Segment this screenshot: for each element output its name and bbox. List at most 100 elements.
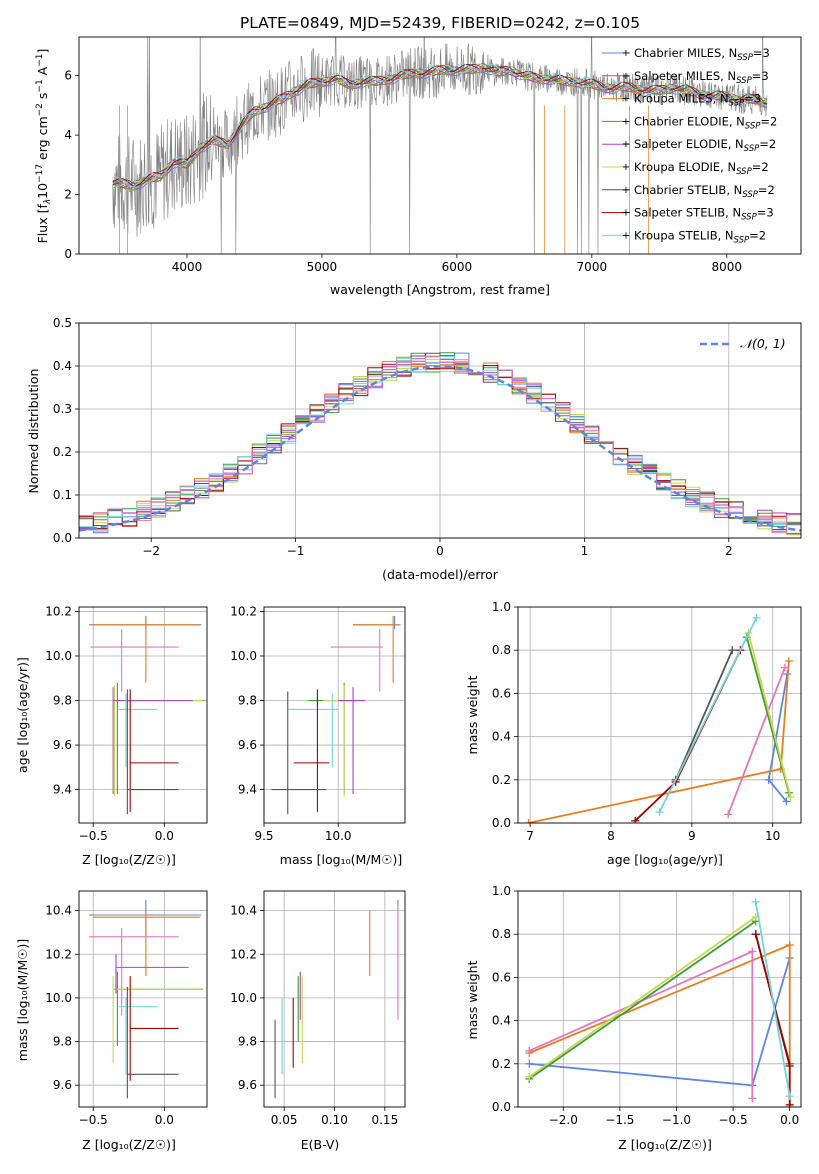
y-tick-label: 0.2 xyxy=(492,1057,511,1071)
spectrum-panel: 4000 5000 6000 7000 8000 0 2 4 6 + Chabrier MILES,… xyxy=(64,36,802,274)
axes-frame xyxy=(263,606,406,824)
histogram-series xyxy=(79,355,801,534)
error-bar-point xyxy=(88,615,202,630)
x-tick-label: 0.10 xyxy=(321,1113,348,1127)
weight-series-line xyxy=(727,667,786,815)
axes-frame xyxy=(78,890,208,1108)
weight-vs-age-xlabel: age [log₁₀(age/yr)] xyxy=(607,852,723,867)
error-bar-point xyxy=(330,629,383,692)
weight-series-line xyxy=(754,901,791,1097)
weight-point-marker xyxy=(748,1094,757,1103)
y-tick-label: 9.8 xyxy=(53,1035,72,1049)
weight-point-marker xyxy=(728,646,737,655)
y-tick-label: 0.6 xyxy=(492,970,511,984)
legend-label: Kroupa STELIB, NSSP=2 xyxy=(634,228,766,245)
residuals-ylabel: Normed distribution xyxy=(26,369,41,494)
legend-marker: + xyxy=(622,208,630,219)
plot-area xyxy=(274,899,399,1099)
model-spectrum-line xyxy=(112,64,768,190)
weight-series-line xyxy=(634,649,742,822)
y-tick-label: 0.4 xyxy=(492,730,511,744)
weight-vs-z-ylabel: mass weight xyxy=(465,960,480,1039)
residuals-legend-label: 𝒩(0, 1) xyxy=(740,336,786,351)
weight-point-marker xyxy=(751,897,760,906)
legend-marker: + xyxy=(622,94,630,105)
axes-frame xyxy=(517,606,802,824)
legend-marker: + xyxy=(622,116,630,127)
weight-point-marker xyxy=(785,941,794,949)
y-tick-label: 9.8 xyxy=(53,694,72,708)
y-tick-label: 9.4 xyxy=(238,783,257,797)
age-vs-z-ylabel: age [log₁₀(age/yr)] xyxy=(15,657,30,773)
error-bar-point xyxy=(126,987,179,1099)
x-tick-label: 0.0 xyxy=(780,1113,799,1127)
model-spectrum-line xyxy=(112,63,768,187)
error-bar-point xyxy=(88,928,179,1016)
plot-area xyxy=(524,613,795,823)
spectrum-legend: + Chabrier MILES, NSSP=3 + Salpeter MILES, … xyxy=(602,46,777,245)
legend-label: Kroupa MILES, NSSP=3 xyxy=(634,92,761,109)
weight-point-marker xyxy=(524,819,533,823)
y-tick-label: 0.4 xyxy=(53,359,72,373)
y-tick-label: 0.1 xyxy=(53,488,72,502)
y-tick-label: 10.0 xyxy=(45,649,72,663)
x-tick-label: −1.5 xyxy=(605,1113,634,1127)
x-tick-label: 0.15 xyxy=(371,1113,398,1127)
x-tick-label: 0 xyxy=(436,544,444,558)
weight-point-marker xyxy=(525,1059,534,1068)
weight-point-marker xyxy=(785,1092,794,1101)
y-tick-label: 9.8 xyxy=(238,1035,257,1049)
x-tick-label: 9.5 xyxy=(254,829,273,843)
x-tick-label: 8 xyxy=(607,829,615,843)
weight-series-line xyxy=(658,617,758,813)
y-tick-label: 4 xyxy=(64,128,72,142)
x-tick-label: 8000 xyxy=(712,260,743,274)
weight-series-line xyxy=(747,632,792,798)
y-tick-label: 0.4 xyxy=(492,1014,511,1028)
x-tick-label: 10 xyxy=(765,829,780,843)
error-bar-point xyxy=(287,693,339,768)
plot-area xyxy=(112,37,768,254)
y-tick-label: 9.6 xyxy=(238,738,257,752)
x-tick-label: 0.0 xyxy=(155,1113,174,1127)
error-bar-point xyxy=(93,910,200,977)
histogram-series xyxy=(79,362,801,529)
normal-curve xyxy=(79,365,801,532)
weight-point-marker xyxy=(780,663,789,672)
error-bar-point xyxy=(118,997,158,1075)
y-tick-label: 0.2 xyxy=(53,445,72,459)
y-tick-label: 0 xyxy=(64,247,72,261)
y-tick-label: 0.0 xyxy=(492,1100,511,1114)
model-spectrum-line xyxy=(112,62,768,189)
legend-marker: + xyxy=(622,230,630,241)
x-tick-label: −2.0 xyxy=(549,1113,578,1127)
age-vs-metallicity-panel: −0.5 0.0 9.4 9.6 9.8 10.0 10.2 xyxy=(45,604,208,843)
plot-area xyxy=(88,899,203,1099)
error-bar-point xyxy=(323,684,358,797)
legend-marker: + xyxy=(622,139,630,150)
axes-frame xyxy=(78,322,802,539)
error-bar-point xyxy=(118,693,158,768)
y-tick-label: 0.2 xyxy=(492,773,511,787)
legend-marker: + xyxy=(622,71,630,82)
error-bar-point xyxy=(114,682,205,795)
x-tick-label: 4000 xyxy=(172,260,203,274)
plot-area xyxy=(525,897,794,1107)
y-tick-label: 10.2 xyxy=(45,947,72,961)
x-tick-label: 0.0 xyxy=(155,829,174,843)
y-tick-label: 9.6 xyxy=(53,738,72,752)
weight-vs-metallicity-panel: −2.0 −1.5 −1.0 −0.5 0.0 0.0 0.2 0.4 0.6 0.8 1.0 xyxy=(492,884,802,1127)
x-tick-label: 6000 xyxy=(442,260,473,274)
axes-frame xyxy=(263,890,406,1108)
figure-title: PLATE=0849, MJD=52439, FIBERID=0242, z=0… xyxy=(240,14,640,32)
legend-marker: + xyxy=(622,162,630,173)
weight-point-marker xyxy=(751,930,760,939)
legend-label: Salpeter STELIB, NSSP=3 xyxy=(634,206,774,223)
legend-label: Salpeter ELODIE, NSSP=2 xyxy=(634,137,776,154)
axes-frame xyxy=(78,36,802,255)
y-tick-label: 10.0 xyxy=(230,991,257,1005)
weight-point-marker xyxy=(525,1046,534,1055)
weight-vs-age-panel: 7 8 9 10 0.0 0.2 0.4 0.6 0.8 1.0 xyxy=(492,600,802,843)
error-bar-point xyxy=(129,689,179,812)
error-bar-point xyxy=(126,689,179,815)
